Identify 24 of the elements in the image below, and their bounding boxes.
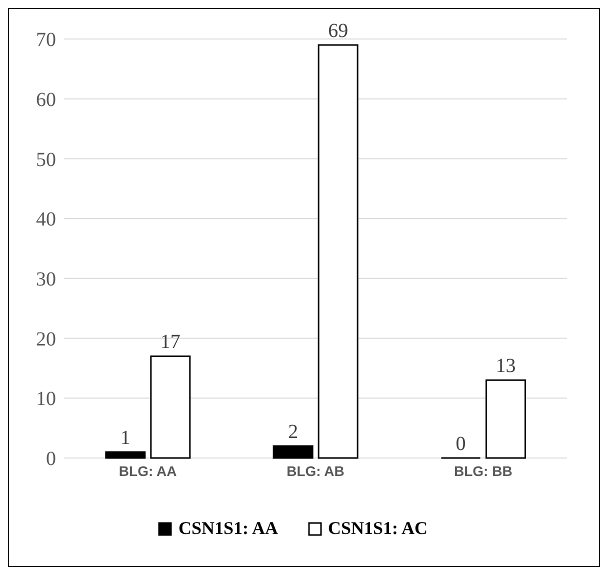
data-label: 0: [456, 433, 466, 455]
y-tick-label: 50: [36, 148, 56, 171]
data-label: 17: [160, 331, 180, 354]
y-tick-label: 40: [36, 208, 56, 231]
data-label: 13: [496, 355, 516, 378]
data-label: 1: [120, 427, 130, 450]
y-tick-label: 70: [36, 29, 56, 52]
legend-label: CSN1S1: AA: [177, 518, 278, 539]
x-tick-label: BLG: AA: [118, 462, 177, 479]
data-label: 69: [328, 20, 348, 42]
y-tick-label: 0: [46, 448, 56, 470]
y-tick-label: 10: [36, 388, 56, 410]
y-tick-label: 30: [36, 268, 56, 291]
bar: [272, 445, 314, 459]
data-label: 2: [288, 421, 298, 444]
y-tick-label: 20: [36, 328, 56, 350]
x-tick-label: BLG: BB: [454, 462, 512, 479]
legend-label: CSN1S1: AC: [327, 518, 428, 539]
bar: [318, 44, 358, 459]
bar: [150, 355, 191, 459]
bar: [105, 451, 146, 459]
bar: [486, 379, 526, 459]
y-tick-label: 60: [36, 88, 56, 111]
x-tick-label: BLG: AB: [286, 462, 344, 479]
